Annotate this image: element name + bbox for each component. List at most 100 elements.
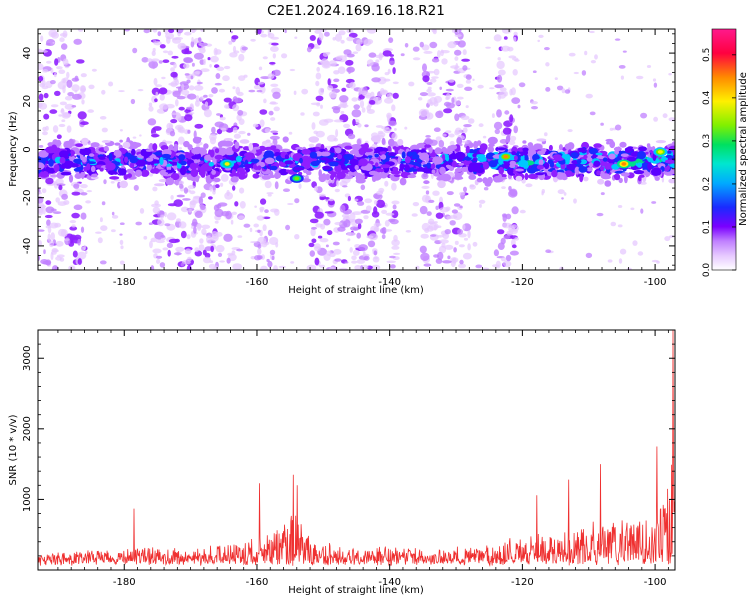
heatmap-cell bbox=[306, 264, 317, 270]
heatmap-cell bbox=[665, 154, 673, 159]
heatmap-cell bbox=[315, 130, 325, 138]
heatmap-cell bbox=[257, 165, 262, 171]
heatmap-cell bbox=[517, 104, 521, 109]
heatmap-cell bbox=[61, 108, 64, 113]
heatmap-cell bbox=[182, 63, 190, 69]
heatmap-cell bbox=[339, 95, 349, 103]
heatmap-cell bbox=[422, 75, 430, 83]
heatmap-cell bbox=[153, 41, 162, 46]
heatmap-cell bbox=[576, 159, 582, 164]
heatmap-cell bbox=[168, 29, 175, 33]
heatmap-cell bbox=[431, 29, 437, 33]
heatmap-cell bbox=[183, 57, 194, 64]
heatmap-cell bbox=[156, 259, 161, 264]
heatmap-cell bbox=[478, 123, 484, 128]
heatmap-cell bbox=[45, 146, 56, 154]
heatmap-cell bbox=[181, 83, 185, 90]
heatmap-cell bbox=[600, 192, 605, 196]
heatmap-cell bbox=[335, 33, 342, 42]
heatmap-cell bbox=[626, 156, 637, 162]
heatmap-y-tick-label: -40 bbox=[22, 238, 33, 254]
heatmap-cell bbox=[317, 235, 323, 239]
heatmap-cell bbox=[108, 153, 113, 162]
heatmap-cell bbox=[443, 108, 453, 114]
heatmap-cell bbox=[428, 146, 433, 154]
heatmap-cell bbox=[624, 148, 632, 154]
heatmap-cell bbox=[528, 145, 537, 152]
heatmap-cell bbox=[545, 62, 550, 67]
heatmap-cell bbox=[492, 264, 500, 268]
heatmap-cell bbox=[287, 203, 294, 205]
heatmap-cell bbox=[199, 47, 206, 54]
heatmap-cell bbox=[126, 173, 132, 179]
heatmap-cell bbox=[87, 109, 94, 113]
heatmap-cell bbox=[651, 201, 657, 204]
heatmap-cell bbox=[223, 65, 231, 70]
heatmap-cell bbox=[105, 162, 116, 171]
heatmap-cell bbox=[45, 206, 55, 214]
heatmap-cell bbox=[66, 79, 73, 88]
heatmap-cell bbox=[53, 72, 57, 78]
heatmap-cell bbox=[622, 50, 627, 53]
heatmap-cell bbox=[389, 54, 395, 57]
heatmap-cell bbox=[564, 89, 571, 94]
heatmap-cell bbox=[429, 78, 437, 83]
heatmap-cell bbox=[59, 101, 67, 106]
heatmap-cell bbox=[314, 211, 324, 219]
heatmap-cell bbox=[432, 156, 443, 165]
snr-y-tick-label: 2000 bbox=[22, 416, 33, 441]
heatmap-cell bbox=[328, 91, 338, 99]
heatmap-cell bbox=[453, 203, 461, 207]
heatmap-cell bbox=[206, 235, 212, 244]
heatmap-cell bbox=[257, 248, 262, 256]
heatmap-cell bbox=[137, 89, 144, 92]
heatmap-cell bbox=[647, 162, 653, 171]
heatmap-cell bbox=[430, 163, 436, 169]
heatmap-cell bbox=[332, 107, 341, 114]
heatmap-cell bbox=[260, 265, 268, 270]
heatmap-cell bbox=[585, 252, 593, 259]
heatmap-cell bbox=[347, 238, 351, 242]
heatmap-cell bbox=[434, 147, 442, 155]
heatmap-cell bbox=[222, 140, 234, 147]
heatmap-hotspot bbox=[621, 162, 627, 166]
heatmap-cell bbox=[419, 92, 428, 97]
heatmap-cell bbox=[38, 75, 44, 82]
heatmap-cell bbox=[47, 225, 52, 234]
heatmap-cell bbox=[189, 162, 198, 170]
heatmap-cell bbox=[392, 167, 399, 172]
colorbar-frame bbox=[711, 28, 737, 271]
heatmap-cell bbox=[561, 88, 566, 94]
heatmap-cell bbox=[328, 198, 334, 202]
heatmap-cell bbox=[237, 109, 244, 116]
heatmap-cell bbox=[458, 244, 465, 248]
heatmap-cell bbox=[599, 170, 605, 177]
heatmap-cell bbox=[426, 162, 432, 169]
heatmap-cell bbox=[339, 204, 346, 213]
heatmap-cell bbox=[56, 66, 63, 70]
colorbar-gradient bbox=[712, 29, 736, 270]
heatmap-cell bbox=[46, 219, 51, 227]
heatmap-cell bbox=[476, 177, 483, 183]
heatmap-cell bbox=[58, 123, 66, 128]
heatmap-cell bbox=[514, 237, 519, 241]
colorbar-tick-label: 0.2 bbox=[702, 177, 712, 191]
heatmap-cell bbox=[463, 124, 472, 128]
heatmap-cell bbox=[525, 183, 533, 188]
heatmap-cell bbox=[170, 119, 178, 124]
heatmap-cell bbox=[47, 167, 56, 174]
heatmap-cell bbox=[219, 260, 226, 263]
heatmap-cell bbox=[261, 240, 268, 248]
heatmap-cell bbox=[154, 183, 165, 187]
heatmap-cell bbox=[81, 99, 85, 105]
heatmap-cell bbox=[392, 81, 399, 85]
heatmap-cell bbox=[214, 148, 220, 154]
heatmap-cell bbox=[452, 257, 457, 264]
heatmap-cell bbox=[460, 166, 470, 172]
heatmap-cell bbox=[95, 231, 102, 234]
heatmap-cell bbox=[511, 206, 519, 215]
heatmap-cell bbox=[640, 112, 648, 119]
heatmap-cell bbox=[258, 66, 263, 71]
heatmap-cell bbox=[401, 151, 406, 159]
heatmap-cell bbox=[463, 186, 467, 193]
